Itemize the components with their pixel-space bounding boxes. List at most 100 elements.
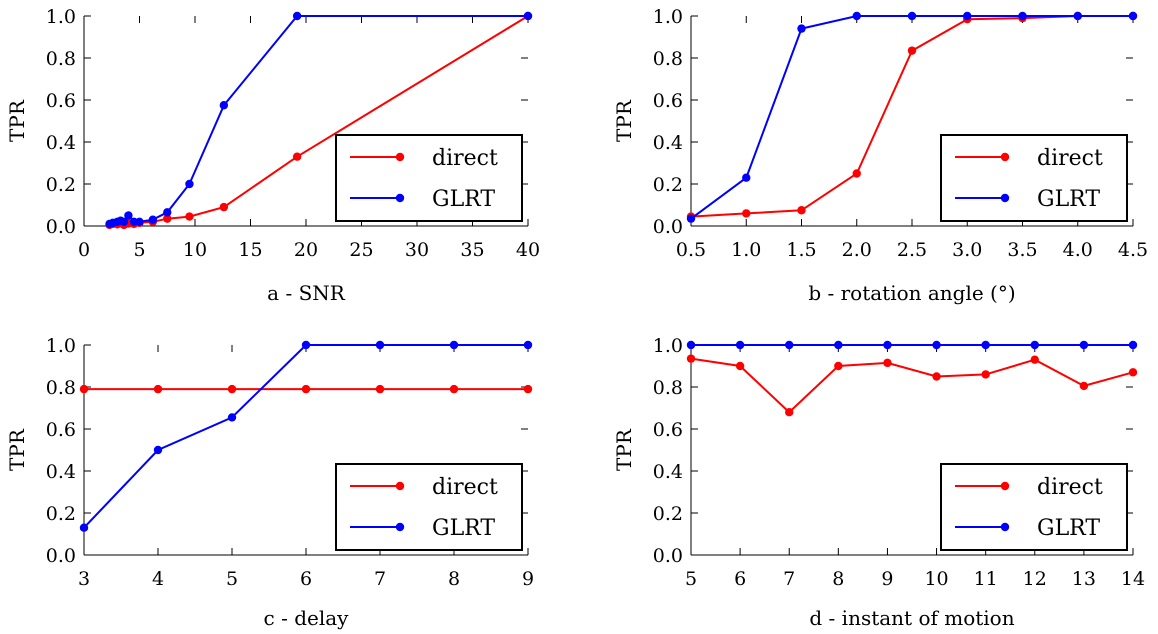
- y-tick-label: 0.6: [653, 419, 683, 441]
- x-tick-label: 4.5: [1118, 239, 1148, 261]
- data-point-glrt: [742, 174, 750, 182]
- x-tick-label: 8: [448, 568, 460, 590]
- legend: direct GLRT: [336, 135, 522, 221]
- x-tick-label: 15: [238, 239, 262, 261]
- data-point-direct: [154, 385, 162, 393]
- legend-marker-direct: [396, 153, 404, 161]
- x-axis-label: d - instant of motion: [809, 606, 1014, 630]
- data-point-glrt: [932, 341, 940, 349]
- y-tick-label: 1.0: [653, 6, 683, 28]
- data-point-glrt: [797, 24, 805, 32]
- data-point-glrt: [450, 341, 458, 349]
- legend: direct GLRT: [941, 135, 1127, 221]
- data-point-direct: [883, 359, 891, 367]
- data-point-glrt: [883, 341, 891, 349]
- chart-panel-4: 5 6 7 8 9 10 11 12 13 140.00.20.40.60.81.0d - ins…: [612, 335, 1145, 630]
- chart-panel-3: 3 4 5 6 7 8 9 0.0 0.2 0.4 0.6 0.8 1.0 c - delay TPR dir…: [5, 335, 534, 630]
- x-tick-label: 40: [516, 239, 540, 261]
- chart-panel-1: 0 5 10 15 20 25 30 35 40 0.0 0.2 0.4 0.6 0.8 1.0 a - SN…: [5, 6, 540, 305]
- legend-marker-glrt: [396, 194, 404, 202]
- data-point-glrt: [185, 180, 193, 188]
- y-tick-label: 0.2: [46, 503, 76, 525]
- data-point-direct: [932, 372, 940, 380]
- x-tick-label: 0: [78, 239, 90, 261]
- legend: direct GLRT: [336, 464, 522, 550]
- data-point-direct: [302, 385, 310, 393]
- legend-marker-glrt: [1001, 523, 1009, 531]
- x-tick-label: 0.5: [676, 239, 706, 261]
- x-tick-label: 25: [349, 239, 373, 261]
- y-tick-label: 1.0: [46, 6, 76, 28]
- x-tick-label: 1.0: [731, 239, 761, 261]
- x-tick-label: 9: [881, 568, 893, 590]
- data-point-direct: [1129, 368, 1137, 376]
- data-point-glrt: [302, 341, 310, 349]
- data-point-direct: [785, 408, 793, 416]
- y-tick-label: 0.6: [653, 90, 683, 112]
- x-tick-label: 6: [300, 568, 312, 590]
- x-tick-label: 2.0: [842, 239, 872, 261]
- data-point-glrt: [908, 12, 916, 20]
- y-tick-label: 0.0: [653, 216, 683, 238]
- x-tick-label: 14: [1121, 568, 1145, 590]
- x-tick-label: 5: [226, 568, 238, 590]
- x-axis-label: a - SNR: [267, 281, 346, 305]
- x-tick-label: 3.0: [952, 239, 982, 261]
- data-point-direct: [742, 209, 750, 217]
- x-tick-label: 10: [183, 239, 207, 261]
- x-tick-label: 35: [460, 239, 484, 261]
- data-point-direct: [834, 362, 842, 370]
- x-tick-label: 7: [374, 568, 386, 590]
- legend-label-glrt: GLRT: [1037, 516, 1100, 541]
- y-axis-label: TPR: [5, 428, 29, 471]
- y-tick-label: 0.0: [46, 545, 76, 567]
- y-tick-label: 0.2: [653, 503, 683, 525]
- data-point-glrt: [293, 12, 301, 20]
- y-axis-label: TPR: [612, 99, 636, 142]
- legend-label-direct: direct: [1037, 475, 1103, 500]
- x-tick-label: 30: [405, 239, 429, 261]
- data-point-glrt: [220, 101, 228, 109]
- x-tick-label: 7: [783, 568, 795, 590]
- data-point-direct: [1080, 382, 1088, 390]
- x-axis-label: c - delay: [264, 606, 350, 630]
- data-point-glrt: [376, 341, 384, 349]
- y-tick-label: 1.0: [46, 335, 76, 357]
- data-point-glrt: [154, 446, 162, 454]
- x-tick-label: 11: [974, 568, 998, 590]
- y-tick-label: 0.2: [46, 174, 76, 196]
- data-point-direct: [220, 203, 228, 211]
- chart-panel-2: 0.5 1.0 1.5 2.0 2.5 3.0 3.5 4.0 4.50.00.20.40.60…: [612, 6, 1148, 305]
- data-point-direct: [80, 385, 88, 393]
- x-tick-label: 2.5: [897, 239, 927, 261]
- x-tick-label: 3: [78, 568, 90, 590]
- y-tick-label: 1.0: [653, 335, 683, 357]
- data-point-glrt: [1129, 341, 1137, 349]
- data-point-direct: [376, 385, 384, 393]
- x-tick-label: 13: [1072, 568, 1096, 590]
- data-point-direct: [908, 46, 916, 54]
- data-point-glrt: [963, 12, 971, 20]
- data-point-glrt: [80, 524, 88, 532]
- data-point-direct: [293, 153, 301, 161]
- data-point-glrt: [1018, 12, 1026, 20]
- data-point-direct: [981, 370, 989, 378]
- data-point-direct: [524, 385, 532, 393]
- data-point-glrt: [135, 218, 143, 226]
- data-point-direct: [687, 354, 695, 362]
- y-axis-label: TPR: [5, 99, 29, 142]
- data-point-glrt: [785, 341, 793, 349]
- x-axis-label: b - rotation angle (°): [808, 281, 1015, 305]
- y-tick-label: 0.0: [46, 216, 76, 238]
- x-tick-label: 6: [734, 568, 746, 590]
- x-tick-label: 5: [133, 239, 145, 261]
- x-tick-label: 9: [522, 568, 534, 590]
- data-point-glrt: [149, 216, 157, 224]
- data-point-glrt: [163, 208, 171, 216]
- legend-marker-glrt: [396, 523, 404, 531]
- y-tick-label: 0.4: [46, 461, 76, 483]
- data-point-direct: [185, 212, 193, 220]
- legend-marker-direct: [396, 482, 404, 490]
- data-point-glrt: [1080, 341, 1088, 349]
